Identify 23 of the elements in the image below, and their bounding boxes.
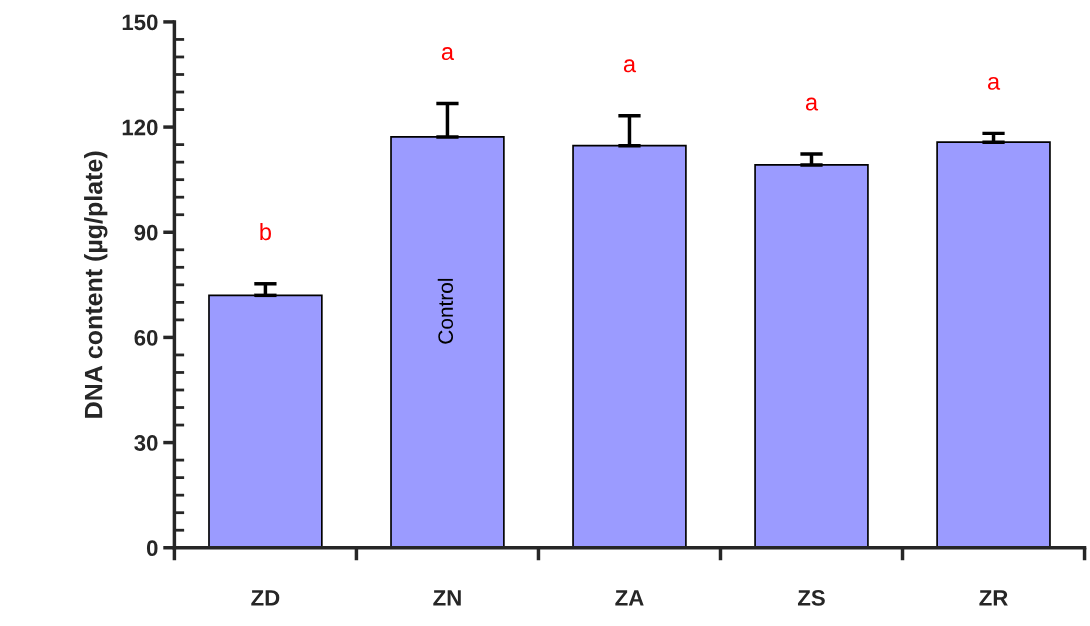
annotation: a — [805, 97, 819, 111]
annotation: a — [441, 47, 455, 61]
annotation: b — [260, 222, 271, 241]
bar — [572, 144, 687, 548]
bar — [208, 294, 323, 548]
annotation: Control — [437, 278, 454, 344]
y-tick-label: 150 — [122, 14, 158, 31]
x-tick-label: ZS — [797, 590, 825, 606]
bar — [754, 164, 869, 548]
y-axis-title: DNA content (µg/plate) — [84, 151, 108, 418]
x-tick-label: ZR — [979, 590, 1008, 606]
y-tick-label: 120 — [122, 119, 158, 136]
annotation: a — [623, 59, 637, 73]
y-tick-label: 90 — [134, 224, 158, 241]
annotation: a — [987, 76, 1001, 90]
x-tick-label: ZN — [433, 590, 461, 606]
x-tick-label: ZA — [615, 590, 644, 606]
y-tick-label: 0 — [146, 540, 158, 557]
y-tick-label: 60 — [134, 329, 158, 346]
y-tick-label: 30 — [134, 435, 158, 451]
bar — [936, 141, 1051, 548]
x-tick-label: ZD — [251, 590, 280, 606]
bar — [390, 136, 505, 548]
